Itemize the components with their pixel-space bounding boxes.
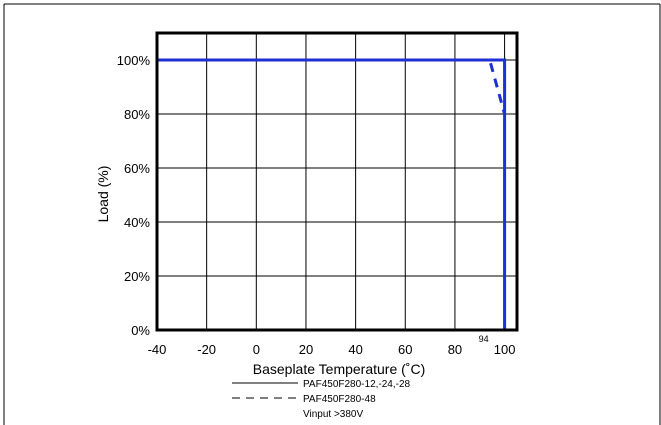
legend-entry-2: PAF450F280-48	[303, 394, 376, 405]
plot-frame	[155, 31, 519, 332]
series-layer	[157, 58, 507, 330]
legend-note: Vinput >380V	[303, 409, 363, 420]
x-tick-label: 80	[448, 342, 462, 357]
y-tick-labels: 0% 20% 40% 60% 80% 100%	[117, 53, 151, 338]
x-tick-label: 60	[398, 342, 412, 357]
x-tick-label: 0	[253, 342, 260, 357]
y-axis-label: Load (%)	[95, 166, 111, 223]
y-tick-label: 40%	[124, 215, 150, 230]
y-tick-label: 100%	[117, 53, 151, 68]
grid	[157, 33, 517, 330]
y-tick-label: 60%	[124, 161, 150, 176]
x-axis-label: Baseplate Temperature (˚C)	[253, 361, 425, 377]
y-tick-label: 0%	[131, 323, 150, 338]
x-tick-label: -40	[148, 342, 167, 357]
y-tick-label: 20%	[124, 269, 150, 284]
annotation-94: 94	[479, 334, 489, 344]
series-line-2	[157, 58, 507, 115]
legend-entry-1: PAF450F280-12,-24,-28	[303, 379, 411, 390]
x-tick-label: 20	[299, 342, 313, 357]
series-line-1	[157, 58, 507, 330]
y-tick-label: 80%	[124, 107, 150, 122]
x-tick-label: 100	[494, 342, 516, 357]
x-tick-label: 40	[348, 342, 362, 357]
x-tick-label: -20	[197, 342, 216, 357]
legend: PAF450F280-12,-24,-28 PAF450F280-48 Vinp…	[232, 379, 411, 420]
x-tick-labels: -40 -20 0 20 40 60 80 100	[148, 342, 516, 357]
